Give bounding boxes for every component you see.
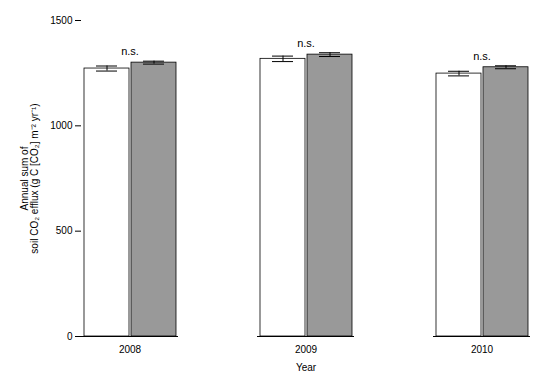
svg-text:500: 500 xyxy=(56,225,73,236)
svg-text:Annual sum ofsoil CO₂ efflux (: Annual sum ofsoil CO₂ efflux (g C [CO₂] … xyxy=(19,103,40,253)
svg-text:2010: 2010 xyxy=(471,344,494,355)
svg-text:1500: 1500 xyxy=(50,15,73,26)
svg-text:2008: 2008 xyxy=(119,344,142,355)
svg-text:2009: 2009 xyxy=(295,344,318,355)
svg-text:n.s.: n.s. xyxy=(473,50,491,62)
svg-text:1000: 1000 xyxy=(50,120,73,131)
svg-text:n.s.: n.s. xyxy=(297,37,315,49)
svg-text:Year: Year xyxy=(296,362,317,373)
svg-text:n.s.: n.s. xyxy=(121,45,139,57)
svg-text:0: 0 xyxy=(67,331,73,342)
